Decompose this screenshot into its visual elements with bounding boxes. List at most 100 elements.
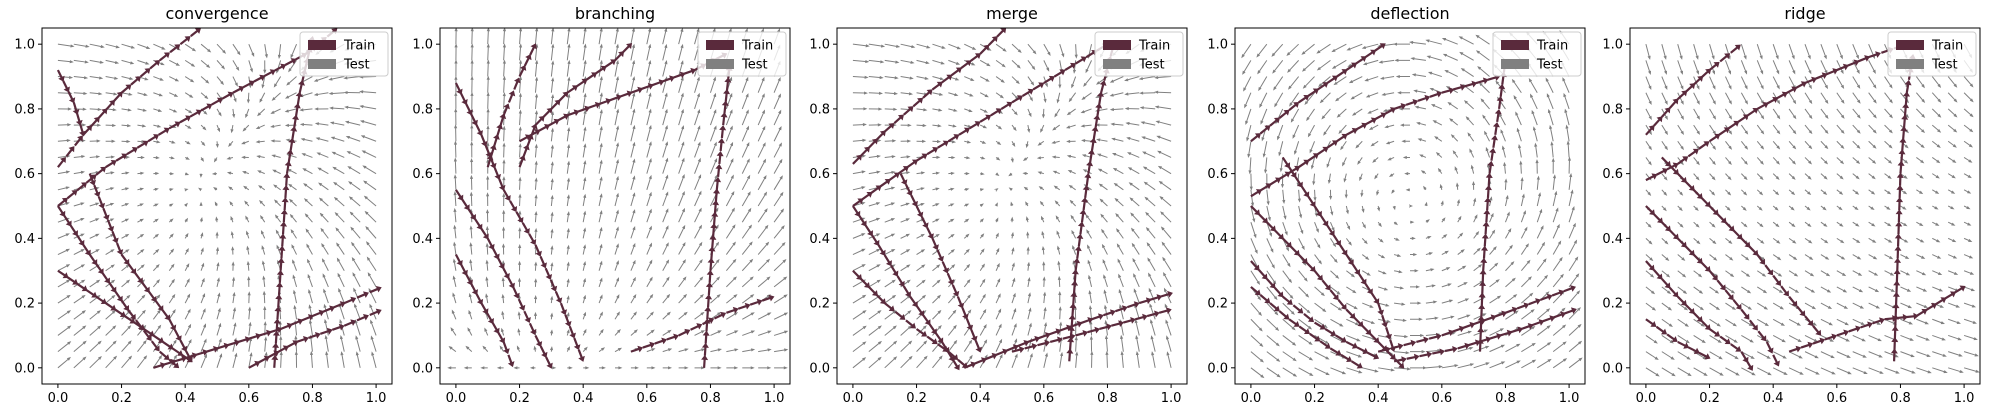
test-arrow <box>294 350 298 368</box>
test-arrow <box>852 233 866 239</box>
train-arrow <box>528 233 537 246</box>
test-arrow <box>1709 351 1723 360</box>
train-arrow <box>1489 332 1502 340</box>
test-arrow <box>1053 185 1061 191</box>
test-arrow <box>1266 222 1273 238</box>
test-arrow <box>1073 305 1077 320</box>
train-arrow <box>1313 321 1326 330</box>
test-arrow <box>773 276 788 288</box>
test-arrow <box>1709 76 1716 90</box>
train-arrow <box>1653 213 1663 224</box>
test-arrow <box>328 76 345 81</box>
train-arrow <box>1563 285 1576 293</box>
test-arrow <box>741 258 754 272</box>
test-arrow <box>1693 286 1704 294</box>
test-arrow <box>1376 189 1380 196</box>
test-arrow <box>1427 71 1442 78</box>
train-arrow <box>1250 260 1260 271</box>
test-arrow <box>1772 157 1780 165</box>
train-arrow <box>159 52 170 62</box>
train-arrow <box>274 306 282 320</box>
test-arrow <box>1022 171 1028 176</box>
test-arrow <box>1059 44 1065 58</box>
test-arrow <box>1074 336 1078 352</box>
test-arrow <box>646 28 652 45</box>
train-arrow <box>134 272 143 284</box>
train-arrow <box>127 263 137 275</box>
train-arrow <box>683 67 697 75</box>
test-arrow <box>741 76 749 93</box>
test-arrow <box>137 140 146 144</box>
test-arrow <box>662 293 671 304</box>
test-arrow <box>1693 318 1705 327</box>
test-arrow <box>137 187 145 191</box>
test-arrow <box>169 59 181 66</box>
train-arrow <box>280 221 288 235</box>
test-arrow <box>646 141 652 158</box>
test-arrow <box>1900 351 1915 358</box>
test-arrow <box>1316 43 1331 54</box>
test-arrow <box>345 136 361 142</box>
test-arrow <box>216 76 224 86</box>
train-arrow <box>1307 153 1319 162</box>
train-arrow <box>1374 112 1387 121</box>
test-arrow <box>348 196 361 207</box>
test-arrow <box>1836 140 1845 150</box>
test-arrow <box>137 294 146 304</box>
train-arrow <box>1303 313 1315 323</box>
test-arrow <box>566 43 571 61</box>
x-tick-label: 0.8 <box>302 391 323 406</box>
test-arrow <box>773 93 781 110</box>
test-arrow <box>1372 157 1379 163</box>
test-arrow <box>1520 259 1531 272</box>
test-arrow <box>105 325 117 336</box>
test-arrow <box>1489 344 1506 353</box>
test-arrow <box>1661 335 1674 344</box>
test-arrow <box>1756 60 1764 75</box>
test-arrow <box>1244 92 1252 109</box>
test-arrow <box>1142 166 1156 175</box>
test-arrow <box>1145 226 1156 239</box>
test-arrow <box>1661 254 1670 262</box>
test-arrow <box>152 324 162 336</box>
test-arrow <box>452 292 457 304</box>
train-arrow <box>124 315 136 324</box>
x-tick-label: 0.2 <box>1699 391 1720 406</box>
test-arrow <box>614 125 620 142</box>
test-arrow <box>1563 92 1570 110</box>
test-arrow <box>995 262 1000 271</box>
test-arrow <box>121 218 130 223</box>
train-arrow <box>1716 279 1726 291</box>
test-arrow <box>226 171 234 175</box>
test-arrow <box>1109 92 1124 97</box>
train-arrow <box>150 340 160 352</box>
train-arrow <box>1038 332 1051 340</box>
test-arrow <box>678 224 686 239</box>
train-arrow <box>356 291 369 299</box>
test-arrow <box>614 175 619 190</box>
legend-train-swatch <box>1103 40 1131 50</box>
train-arrow <box>1677 340 1690 349</box>
y-tick-label: 0.4 <box>1207 232 1228 247</box>
test-arrow <box>1441 283 1452 288</box>
test-arrow <box>315 137 329 142</box>
train-arrow <box>712 199 720 214</box>
train-arrow <box>1700 68 1712 79</box>
test-arrow <box>614 108 620 126</box>
test-arrow <box>334 212 345 223</box>
test-arrow <box>153 248 160 255</box>
test-arrow <box>1130 212 1140 223</box>
train-arrow <box>559 302 568 316</box>
train-arrow <box>926 227 934 240</box>
test-arrow <box>1058 76 1062 89</box>
train-arrow <box>715 163 723 177</box>
x-tick-label: 1.0 <box>1161 391 1182 406</box>
test-arrow <box>1916 302 1929 308</box>
train-arrow <box>1024 343 1038 350</box>
test-arrow <box>630 124 636 142</box>
test-arrow <box>948 124 957 128</box>
test-arrow <box>1313 189 1317 202</box>
test-arrow <box>678 241 686 255</box>
test-arrow <box>678 141 685 158</box>
